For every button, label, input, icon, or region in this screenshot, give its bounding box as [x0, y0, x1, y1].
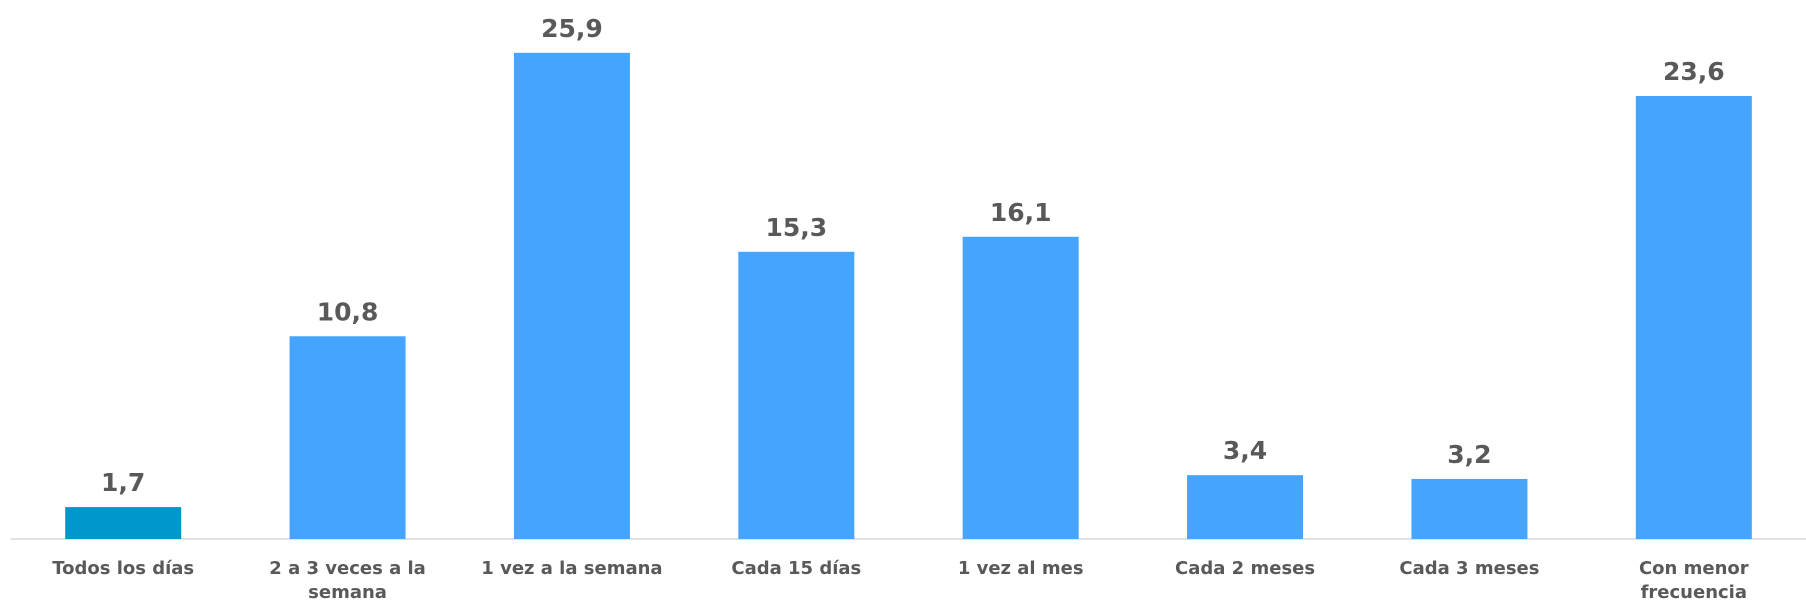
value-label: 3,4: [1223, 436, 1267, 465]
bar: [962, 236, 1079, 540]
value-label: 16,1: [990, 198, 1052, 227]
value-label: 1,7: [101, 468, 145, 497]
bar: [65, 507, 182, 539]
value-label: 15,3: [765, 213, 827, 242]
x-tick-label: Todos los días: [52, 558, 195, 579]
x-tick-label: 1 vez a la semana: [481, 558, 663, 579]
bar: [738, 251, 855, 539]
x-tick-label: Cada 15 días: [731, 558, 862, 579]
x-tick-label: Con menor frecuencia: [1638, 558, 1749, 603]
bar: [513, 52, 630, 540]
value-label: 23,6: [1663, 57, 1725, 86]
x-tick-label: Cada 2 meses: [1175, 558, 1316, 579]
bar: [1411, 478, 1528, 539]
x-tick-label: Cada 3 meses: [1399, 558, 1540, 579]
bar: [289, 336, 406, 539]
x-tick-label: 2 a 3 veces a la semana: [269, 558, 426, 603]
bar: [1635, 95, 1752, 539]
bar: [1187, 475, 1304, 539]
x-tick-label: 1 vez al mes: [957, 558, 1084, 579]
value-label: 3,2: [1447, 440, 1491, 469]
value-label: 25,9: [541, 14, 603, 43]
value-label: 10,8: [317, 297, 379, 326]
